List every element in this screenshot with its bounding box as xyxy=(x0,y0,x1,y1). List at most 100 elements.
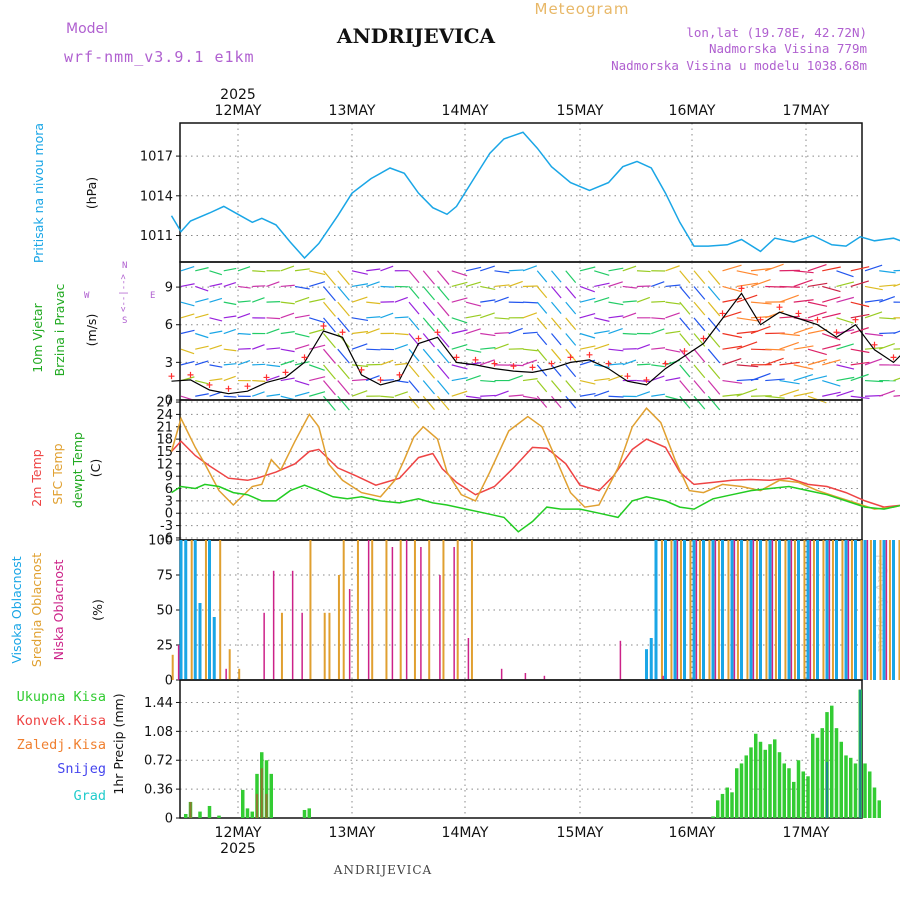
wind-barb xyxy=(237,285,251,289)
wind-barb xyxy=(422,286,435,301)
precip-bar xyxy=(217,815,221,818)
wind-barb xyxy=(594,317,610,322)
wind-barb xyxy=(822,266,841,272)
precip-legend: Ukupna Kisa Konvek.Kisa Zaledj.Kisa Snijeg G… xyxy=(17,689,106,804)
cloud-bar xyxy=(413,540,416,680)
wind-barb xyxy=(807,375,828,382)
wind-barb xyxy=(351,364,369,368)
precip-bar xyxy=(250,811,254,818)
wind-barb xyxy=(266,281,280,288)
gust-marker xyxy=(567,354,574,361)
wind-barb xyxy=(665,377,681,382)
wind-barb xyxy=(223,315,237,319)
cloud-bar xyxy=(543,675,546,680)
precip-bar xyxy=(207,805,212,818)
wind-barb xyxy=(494,270,510,274)
cloud-bar xyxy=(356,540,359,680)
wind-barb xyxy=(422,270,435,285)
wind-barb xyxy=(209,270,223,276)
temp-line-3 xyxy=(171,483,900,533)
cloud-bar xyxy=(736,540,739,680)
precip-bar xyxy=(863,763,867,818)
pressure-frame xyxy=(179,122,863,263)
wind-barb xyxy=(437,395,450,411)
year-bottom: 2025 xyxy=(220,841,256,857)
wind-barb xyxy=(394,316,409,319)
cloud-bar xyxy=(812,540,815,680)
cloud-bar xyxy=(850,540,853,680)
wind-barb xyxy=(209,317,223,322)
cloud-bar xyxy=(806,540,810,680)
wind-barb xyxy=(608,395,624,398)
wind-barb xyxy=(622,300,637,303)
wind-barb xyxy=(266,364,281,368)
wind-barb xyxy=(636,379,651,383)
wind-barb xyxy=(223,301,237,306)
cloud-bar xyxy=(664,540,667,680)
wind-barb xyxy=(280,284,295,288)
wind-barb xyxy=(651,375,665,382)
wind-barb xyxy=(879,270,896,274)
wind-barb xyxy=(309,317,326,324)
station-title: ANDRIJEVICA xyxy=(336,24,496,48)
wind-barb xyxy=(195,393,209,397)
precip-bar xyxy=(777,752,782,818)
cloud-bar xyxy=(179,540,183,680)
wind-barb xyxy=(850,280,870,288)
wind-barb xyxy=(494,343,509,350)
cloud-bar xyxy=(898,540,900,680)
wind-barb xyxy=(608,267,624,272)
precip-legend-item: Snijeg xyxy=(57,761,106,777)
day-label-top: 16MAY xyxy=(669,103,716,119)
wind-barb xyxy=(451,270,468,277)
wind-barb xyxy=(422,364,435,379)
wind-barb xyxy=(779,341,799,350)
wind-label-2: Brzina i Pravac xyxy=(52,283,67,376)
cloud-bar xyxy=(860,540,863,680)
wind-barb xyxy=(465,374,481,382)
wind-barb xyxy=(280,301,295,305)
cloud-bar xyxy=(649,638,653,680)
wind-barb xyxy=(836,364,855,370)
wind-barb xyxy=(209,297,223,303)
wind-barb xyxy=(707,270,721,285)
wind-barb xyxy=(693,286,706,300)
wind-barb xyxy=(408,380,420,393)
wind-barb xyxy=(608,301,624,306)
cloud-bar xyxy=(673,540,677,680)
wind-barb xyxy=(822,332,841,341)
precip-bar xyxy=(184,813,188,818)
precip-bar xyxy=(853,763,858,818)
precip-bar xyxy=(260,768,263,818)
wind-barb xyxy=(736,341,758,350)
wind-barb xyxy=(323,301,336,317)
precip-legend-item: Ukupna Kisa xyxy=(17,689,106,705)
wind-barb xyxy=(195,285,209,292)
gust-marker xyxy=(795,310,802,317)
precip-bar xyxy=(754,733,758,818)
footer-station: ANDRIJEVICA xyxy=(333,863,432,877)
tick-label: 9 xyxy=(165,470,173,485)
wind-barb xyxy=(807,282,828,288)
gust-marker xyxy=(700,335,707,342)
wind-barb xyxy=(337,380,350,395)
wind-barb xyxy=(565,317,577,331)
wind-barb xyxy=(665,312,680,319)
wind-barb xyxy=(422,348,435,364)
wind-barb xyxy=(651,317,666,320)
cloud-bar xyxy=(749,540,753,680)
cloud-bar xyxy=(679,540,682,680)
day-label-bottom: 13MAY xyxy=(329,825,376,841)
wind-barb xyxy=(807,358,827,366)
cloud-bar xyxy=(831,540,834,680)
wind-compass: W E <--|--> N S xyxy=(84,261,155,326)
cloud-bar xyxy=(385,540,388,680)
wind-barb xyxy=(736,317,759,322)
cloud-bar xyxy=(371,540,374,680)
wind-barb xyxy=(893,348,900,350)
wind-barb xyxy=(280,395,295,401)
precip-legend-item: Zaledj.Kisa xyxy=(17,737,106,753)
precip-bar xyxy=(825,761,829,818)
cloud-bar xyxy=(768,540,772,680)
wind-barb xyxy=(394,362,409,366)
